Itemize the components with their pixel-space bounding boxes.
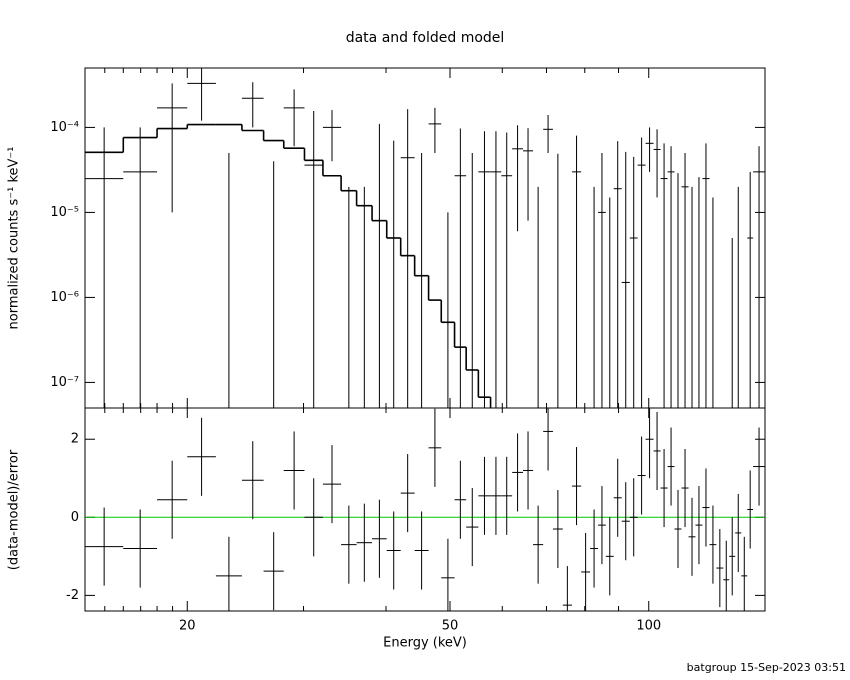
x-axis-label: Energy (keV) [383,636,467,651]
y-tick-label: 10⁻⁷ [50,375,79,390]
plot-area [85,68,765,408]
y-tick-label: 2 [71,432,79,447]
y-tick-label: -2 [66,588,79,603]
y-tick-label: 0 [71,510,79,525]
x-tick-label: 50 [442,619,459,634]
y-tick-label: 10⁻⁴ [50,120,79,135]
plot-area [85,408,765,611]
y-tick-label: 10⁻⁶ [50,290,79,305]
plot-frame [84,407,766,612]
y-tick-label: 10⁻⁵ [50,205,79,220]
x-tick-label: 20 [179,619,196,634]
plot-frame [84,67,766,409]
x-tick-label: 100 [636,619,661,634]
footer: batgroup 15-Sep-2023 03:51 [687,661,846,674]
y-axis-label: normalized counts s⁻¹ keV⁻¹ [7,147,22,330]
chart-title: data and folded model [346,30,505,46]
y-axis-label: (data-model)/error [7,449,22,570]
